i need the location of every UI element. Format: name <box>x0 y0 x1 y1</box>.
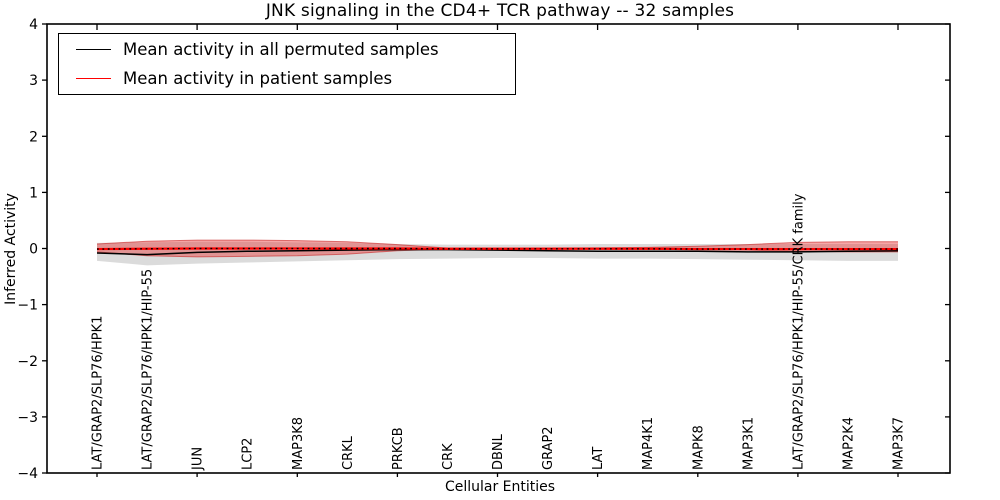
patient-line-swatch <box>76 77 111 79</box>
x-entity-label: CRKL <box>341 435 356 470</box>
x-entity-label: JUN <box>191 447 206 471</box>
permuted-line-swatch <box>76 49 111 51</box>
x-entity-label: MAPK8 <box>691 425 706 470</box>
y-tick-label: 4 <box>29 17 38 33</box>
x-entity-label: MAP4K1 <box>641 417 656 470</box>
y-tick-label: −4 <box>17 466 38 482</box>
legend-label-patient: Mean activity in patient samples <box>123 68 393 88</box>
permuted-mean-line <box>96 248 899 256</box>
x-axis-title: Cellular Entities <box>444 479 556 495</box>
x-entity-label: CRK <box>441 443 456 470</box>
x-entity-label: MAP3K8 <box>291 417 306 470</box>
x-entity-label: LCP2 <box>241 438 256 470</box>
chart-title: JNK signaling in the CD4+ TCR pathway --… <box>265 1 735 21</box>
y-tick-label: 3 <box>29 73 38 89</box>
legend-entry-permuted: Mean activity in all permuted samples <box>59 37 515 63</box>
x-entity-label: LAT <box>591 447 606 470</box>
y-tick-label: −2 <box>17 354 38 370</box>
x-entity-label: LAT/GRAP2/SLP76/HPK1/HIP-55 <box>141 269 156 470</box>
y-tick-label: 2 <box>29 129 38 145</box>
y-axis-title: Inferred Activity <box>3 193 19 305</box>
y-tick-label: −3 <box>17 410 38 426</box>
dotted-overlay-line <box>96 247 898 250</box>
x-entity-label: PRKCB <box>391 427 406 470</box>
y-tick-label: 1 <box>29 185 38 201</box>
legend-box: Mean activity in all permuted samples Me… <box>58 33 516 95</box>
x-entity-label: MAP3K7 <box>892 417 907 470</box>
y-tick-label: −1 <box>17 298 38 314</box>
x-entity-label: LAT/GRAP2/SLP76/HPK1 <box>91 316 106 470</box>
x-entity-label: DBNL <box>491 433 506 470</box>
legend-entry-patient: Mean activity in patient samples <box>59 65 515 91</box>
x-entity-label: MAP2K4 <box>841 417 856 470</box>
x-entity-label: LAT/GRAP2/SLP76/HPK1/HIP-55/CRK family <box>791 193 806 470</box>
x-entity-label: MAP3K1 <box>741 417 756 470</box>
y-tick-label: 0 <box>29 242 38 258</box>
legend-label-permuted: Mean activity in all permuted samples <box>123 40 439 60</box>
x-entity-label: GRAP2 <box>541 426 556 470</box>
